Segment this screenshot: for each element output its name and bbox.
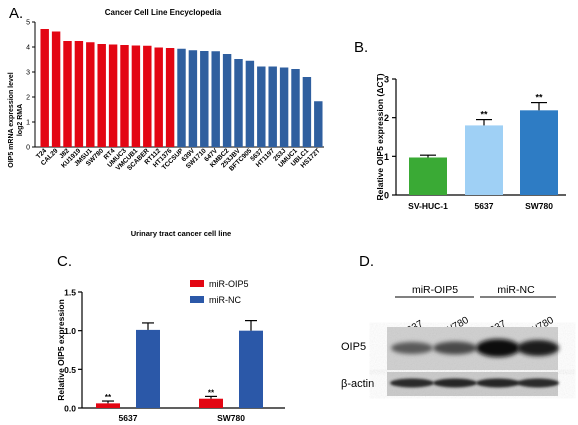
chart-a-ytick-label: 3 [26,70,30,77]
chart-a-bar [245,60,255,147]
chart-a-bar [188,50,198,147]
chart-a-bar [222,54,232,147]
chart-a-bar [302,77,312,147]
chart-a-ytick-label: 5 [26,20,30,27]
chart-a-bar [108,44,118,147]
chart-a-bar [165,48,175,147]
chart-a-xlabel: Urinary tract cancer cell line [131,229,231,238]
chart-a-bar [257,66,266,147]
panel-a-letter: A. [9,5,24,22]
chart-a-bar [97,44,106,147]
chart-a-bar [40,29,49,147]
chart-a-bar [234,59,243,147]
chart-a-title: Cancer Cell Line Encyclopedia [105,8,222,17]
chart-a-bar [314,101,323,147]
chart-a-bar [200,51,209,147]
chart-a-bar [51,31,61,147]
chart-a-ytick-label: 1 [26,120,30,127]
chart-a-bar [177,48,186,147]
chart-a-bar [291,69,300,147]
chart-a-ylabel-line1: OIP5 mRNA expression level [8,72,15,168]
panel-c-letter: C. [57,253,72,270]
chart-a-ytick-label: 0 [26,145,30,152]
chart-a-bar [131,45,141,147]
chart-a-bar [86,42,95,147]
chart-a-bar [154,47,163,147]
chart-a-bar [279,67,289,147]
panel-b-letter: B. [354,39,369,56]
chart-a-bar [143,45,152,147]
chart-a-ytick-label: 2 [26,95,30,102]
panel-d-letter: D. [359,253,374,270]
chart-a-ytick-label: 4 [26,45,30,52]
chart-a-bar [120,45,129,147]
chart-a-bar [63,41,72,147]
chart-a-bar [74,41,84,147]
chart-a-bar [211,51,220,147]
chart-a-ylabel-line2: log2 RMA [17,104,24,136]
chart-a-bar [268,66,277,147]
